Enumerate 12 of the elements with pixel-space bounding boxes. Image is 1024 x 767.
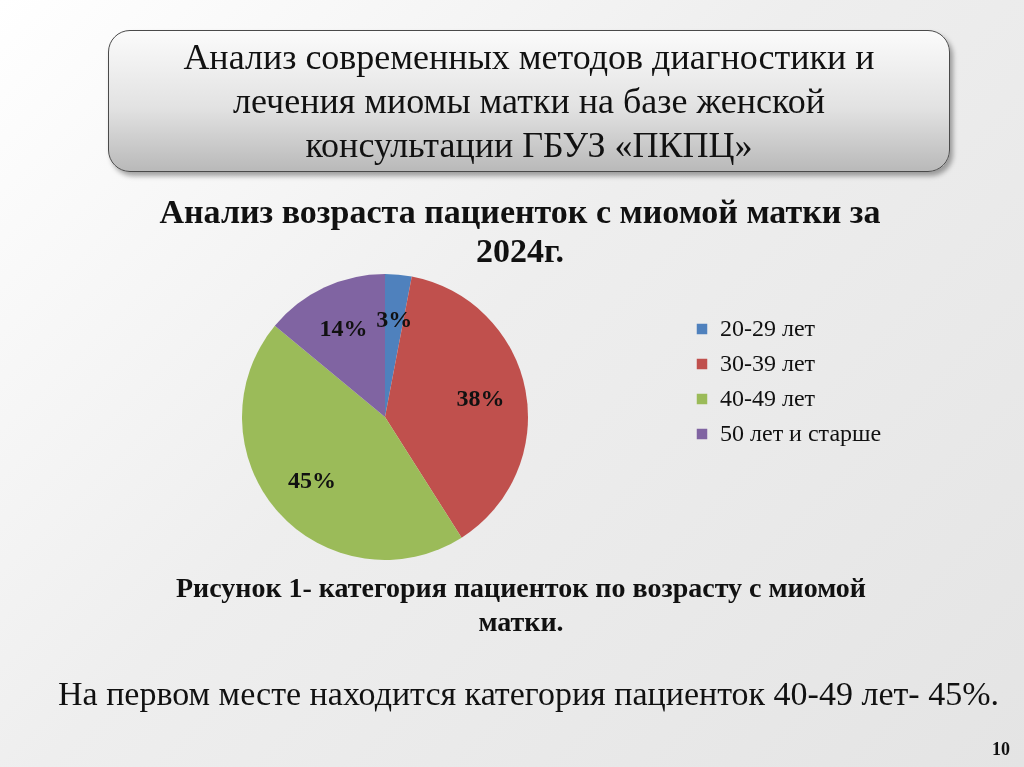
- legend-label: 20-29 лет: [720, 315, 816, 341]
- data-label: 14%: [319, 315, 368, 342]
- data-label: 38%: [456, 384, 505, 411]
- legend-label: 40-49 лет: [720, 385, 816, 411]
- legend-label: 50 лет и старше: [720, 420, 882, 446]
- data-label: 45%: [288, 467, 337, 494]
- text: 10: [992, 738, 1010, 760]
- legend-label: 30-39 лет: [720, 350, 816, 376]
- chart-title: Анализ современных методов диагностики и лечения миомы матки на базе женской консультации ГБУЗ «ПКПЦ»: [182, 36, 876, 167]
- text: На первом месте находится категория пациенток 40-49 лет- 45%.: [57, 674, 1000, 714]
- chart-subtitle: Анализ возраста пациенток с миомой матки за 2024г.: [158, 192, 882, 270]
- text: Рисунок 1- категория пациенток по возрасту с миомой матки.: [174, 571, 867, 639]
